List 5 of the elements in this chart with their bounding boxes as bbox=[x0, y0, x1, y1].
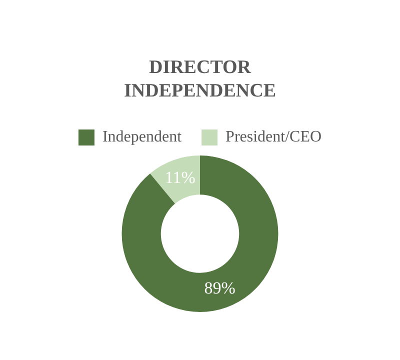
chart-title: DIRECTOR INDEPENDENCE bbox=[124, 56, 276, 102]
data-label: 89% bbox=[204, 278, 236, 298]
legend-label: President/CEO bbox=[226, 128, 322, 146]
legend-label: Independent bbox=[102, 128, 182, 146]
data-label: 11% bbox=[164, 168, 196, 187]
